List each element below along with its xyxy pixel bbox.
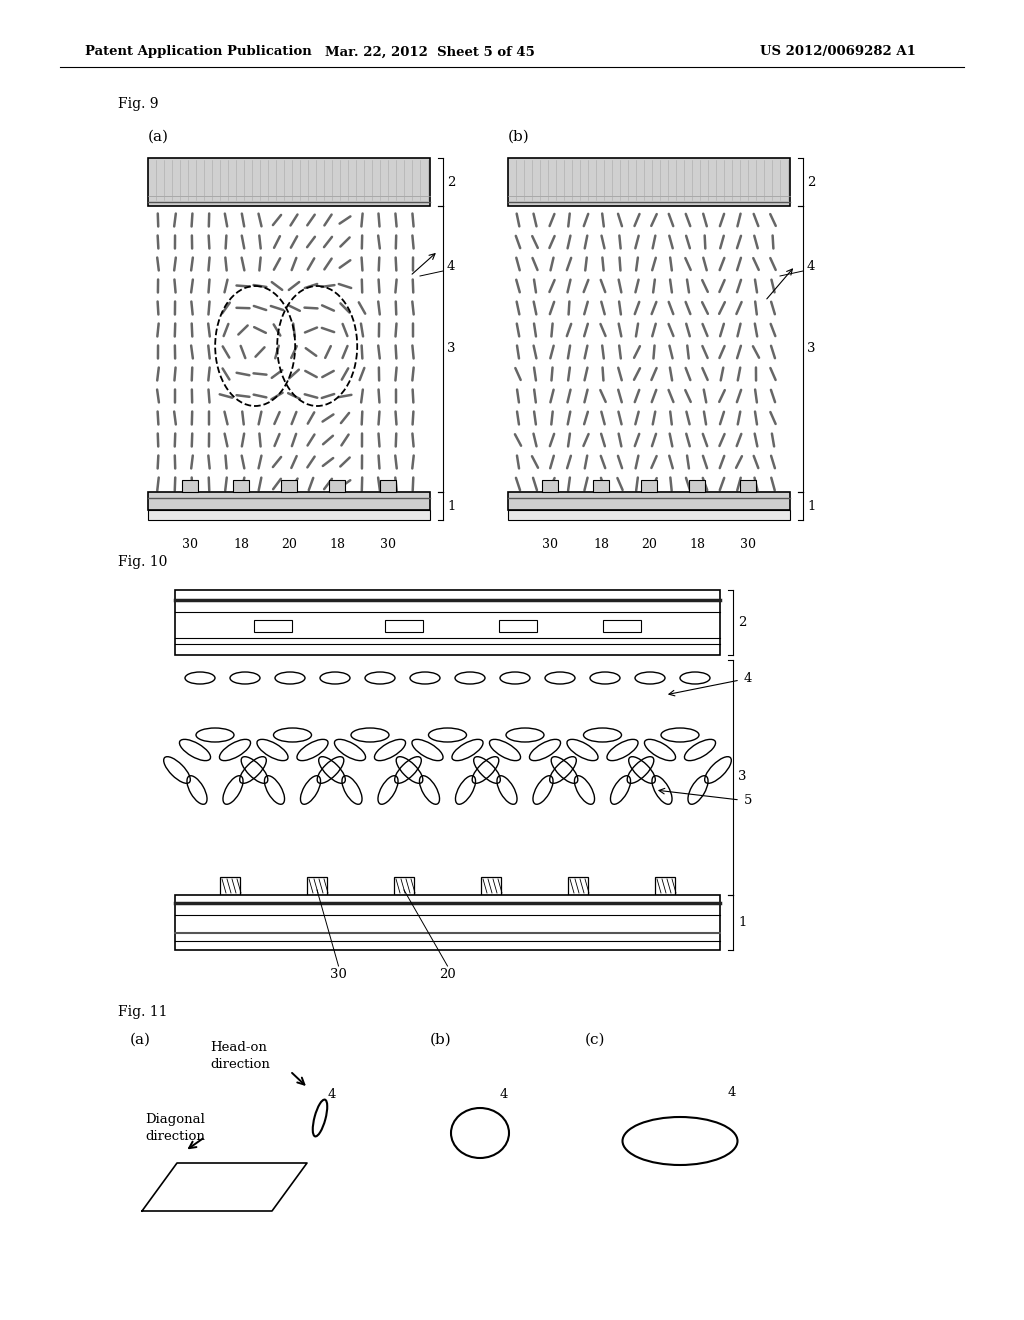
Text: direction: direction (210, 1059, 270, 1071)
Text: 4: 4 (728, 1086, 736, 1100)
Bar (568, 876, 588, 895)
Text: 30: 30 (543, 539, 558, 550)
Text: 30: 30 (182, 539, 199, 550)
Text: (a): (a) (130, 1034, 151, 1047)
Text: 3: 3 (447, 342, 456, 355)
Bar (385, 620, 423, 632)
Text: 1: 1 (807, 499, 815, 512)
Bar (603, 620, 641, 632)
Bar (307, 876, 327, 895)
Bar (593, 480, 609, 492)
Text: US 2012/0069282 A1: US 2012/0069282 A1 (760, 45, 915, 58)
Text: (a): (a) (148, 129, 169, 144)
Text: 2: 2 (447, 176, 456, 189)
Text: 18: 18 (329, 539, 345, 550)
Text: 18: 18 (233, 539, 249, 550)
Text: 1: 1 (447, 499, 456, 512)
Bar (543, 480, 558, 492)
Bar (500, 620, 538, 632)
Text: 4: 4 (807, 260, 815, 272)
Bar (739, 480, 756, 492)
Bar (689, 480, 705, 492)
Text: Mar. 22, 2012  Sheet 5 of 45: Mar. 22, 2012 Sheet 5 of 45 (325, 45, 535, 58)
Bar (655, 876, 675, 895)
Bar (182, 480, 199, 492)
Text: 4: 4 (500, 1089, 508, 1101)
Bar (254, 620, 292, 632)
Text: 4: 4 (744, 672, 753, 685)
Bar (641, 480, 657, 492)
Text: 3: 3 (738, 771, 746, 784)
Bar (233, 480, 249, 492)
Bar (394, 876, 414, 895)
Text: 1: 1 (738, 916, 746, 928)
Text: 30: 30 (739, 539, 756, 550)
Text: Fig. 10: Fig. 10 (118, 554, 167, 569)
Text: Patent Application Publication: Patent Application Publication (85, 45, 311, 58)
Text: 30: 30 (380, 539, 395, 550)
Bar (481, 876, 501, 895)
Text: 30: 30 (330, 968, 347, 981)
Bar (281, 480, 297, 492)
Text: (b): (b) (430, 1034, 452, 1047)
Text: Head-on: Head-on (210, 1041, 267, 1053)
Bar (175, 590, 720, 655)
Text: 20: 20 (641, 539, 657, 550)
Bar (175, 895, 720, 950)
Text: 4: 4 (447, 260, 456, 272)
Text: (b): (b) (508, 129, 529, 144)
Text: 2: 2 (807, 176, 815, 189)
Text: Fig. 9: Fig. 9 (118, 96, 159, 111)
Text: 20: 20 (281, 539, 297, 550)
Text: 3: 3 (807, 342, 815, 355)
Text: direction: direction (145, 1130, 205, 1143)
Text: 18: 18 (593, 539, 609, 550)
Text: Diagonal: Diagonal (145, 1113, 205, 1126)
Text: 5: 5 (744, 793, 753, 807)
Bar (380, 480, 395, 492)
Bar (148, 158, 430, 206)
Text: 2: 2 (738, 615, 746, 628)
Text: Fig. 11: Fig. 11 (118, 1005, 168, 1019)
Bar (220, 876, 240, 895)
Bar (508, 158, 790, 206)
Bar (148, 510, 430, 520)
Text: 4: 4 (328, 1089, 336, 1101)
Text: 20: 20 (439, 968, 456, 981)
Bar (148, 492, 430, 510)
Bar (329, 480, 345, 492)
Bar (508, 492, 790, 510)
Bar (508, 510, 790, 520)
Text: 18: 18 (689, 539, 705, 550)
Text: (c): (c) (585, 1034, 605, 1047)
